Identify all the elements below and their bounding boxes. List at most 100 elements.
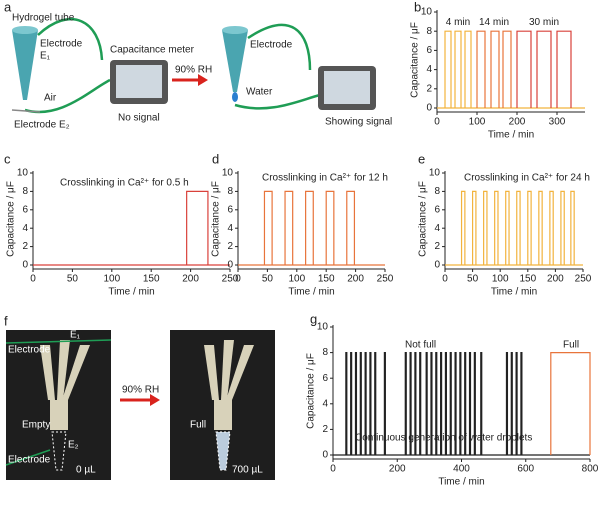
wire	[234, 93, 321, 110]
annotation: Not full	[405, 340, 436, 351]
text: 700 µL	[232, 465, 263, 476]
x-axis-label: Time / min	[488, 130, 534, 141]
text: Showing signal	[325, 117, 392, 128]
pulse	[538, 190, 543, 265]
text: E₁	[70, 330, 81, 341]
x-tick-label: 800	[582, 464, 598, 475]
meter-screen	[324, 71, 370, 104]
pulse	[516, 190, 521, 265]
y-tick-label: 8	[22, 186, 28, 197]
x-tick-label: 200	[182, 274, 199, 285]
y-tick-label: 8	[426, 26, 432, 37]
tube-top	[12, 26, 38, 34]
pulse	[364, 352, 367, 455]
y-tick-label: 10	[17, 168, 29, 179]
pulse	[430, 352, 433, 455]
wire	[5, 449, 51, 466]
pulse	[305, 190, 314, 265]
text: Capacitance meter	[110, 45, 195, 56]
pulse	[502, 30, 512, 108]
arrow-head	[150, 394, 160, 406]
y-tick-label: 6	[227, 204, 233, 215]
panel-label: a	[4, 0, 12, 14]
text: Electrode E₂	[14, 120, 70, 131]
y-tick-label: 6	[426, 45, 432, 56]
pulse	[473, 352, 476, 455]
y-tick-label: 10	[222, 168, 234, 179]
x-tick-label: 50	[262, 274, 274, 285]
chart: e 0 50 100 150 200 250 0 2 4 6 8 10 Time / min Capacit…	[418, 151, 592, 297]
pulse	[494, 190, 499, 265]
y-axis-label: Capacitance / μF	[418, 181, 429, 257]
text: E₂	[68, 440, 79, 451]
panel-label: g	[310, 311, 317, 326]
pulse	[516, 30, 532, 108]
x-tick-label: 300	[549, 117, 566, 128]
y-tick-label: 2	[426, 83, 432, 94]
stem	[50, 400, 68, 430]
pulse	[350, 352, 353, 455]
y-tick-label: 4	[434, 223, 440, 234]
y-axis-label: Capacitance / μF	[410, 22, 421, 98]
wire	[37, 17, 104, 61]
text: Hydrogel tube	[12, 13, 75, 24]
x-tick-label: 250	[377, 274, 394, 285]
y-tick-label: 4	[322, 398, 328, 409]
text: E₁	[40, 51, 51, 62]
pulse	[440, 352, 443, 455]
panel-f: f Electrode E₁ Empty Electrode E₂ 0 µL 9…	[4, 313, 275, 480]
y-tick-label: 4	[22, 223, 28, 234]
pulse	[284, 190, 294, 265]
x-axis-label: Time / min	[438, 477, 484, 488]
y-tick-label: 6	[434, 204, 440, 215]
wire	[247, 23, 312, 71]
pulse	[505, 352, 509, 455]
x-tick-label: 400	[453, 464, 470, 475]
chart: b 0 100 200 300 0 2 4 6 8 10 Time / min Capacitance …	[410, 0, 585, 141]
x-tick-label: 150	[318, 274, 335, 285]
annotation: Crosslinking in Ca²⁺ for 0.5 h	[60, 178, 189, 189]
pulse	[556, 30, 572, 108]
text: Empty	[22, 420, 50, 431]
y-tick-label: 2	[322, 424, 328, 435]
text: No signal	[118, 113, 160, 124]
stem	[214, 400, 232, 430]
pulse	[459, 352, 462, 455]
panel-label: e	[418, 151, 425, 166]
pulse	[480, 352, 483, 455]
text: 90% RH	[175, 65, 212, 76]
x-axis-label: Time / min	[108, 287, 154, 298]
chart: g 0 200 400 600 800 0 2 4 6 8 10 Time / min Capacitan…	[306, 311, 598, 487]
pulse	[536, 30, 552, 108]
pulse	[560, 190, 565, 265]
tube	[12, 30, 38, 100]
panel-label: f	[4, 313, 8, 328]
text: Air	[44, 93, 57, 104]
pulse	[527, 190, 532, 265]
y-tick-label: 8	[434, 186, 440, 197]
tip	[62, 345, 90, 400]
pulse	[435, 352, 438, 455]
pulse	[404, 352, 407, 455]
tip	[226, 345, 254, 400]
pulse	[449, 352, 452, 455]
x-tick-label: 0	[30, 274, 36, 285]
pulse	[464, 30, 472, 108]
pulse	[520, 352, 523, 455]
annotation: Crosslinking in Ca²⁺ for 24 h	[464, 173, 590, 184]
panel-label: d	[212, 151, 219, 166]
y-axis-label: Capacitance / μF	[6, 181, 17, 257]
pulse	[263, 190, 273, 265]
pulse	[460, 190, 466, 265]
annotation: Crosslinking in Ca²⁺ for 12 h	[262, 173, 388, 184]
annotation: Full	[563, 340, 579, 351]
pulse	[444, 352, 448, 455]
x-axis-label: Time / min	[491, 287, 537, 298]
pulse	[354, 352, 358, 455]
y-tick-label: 8	[322, 347, 328, 358]
annotation: Continuous generation of water droplets	[355, 433, 532, 444]
y-tick-label: 4	[426, 64, 432, 75]
pulse	[454, 30, 462, 108]
